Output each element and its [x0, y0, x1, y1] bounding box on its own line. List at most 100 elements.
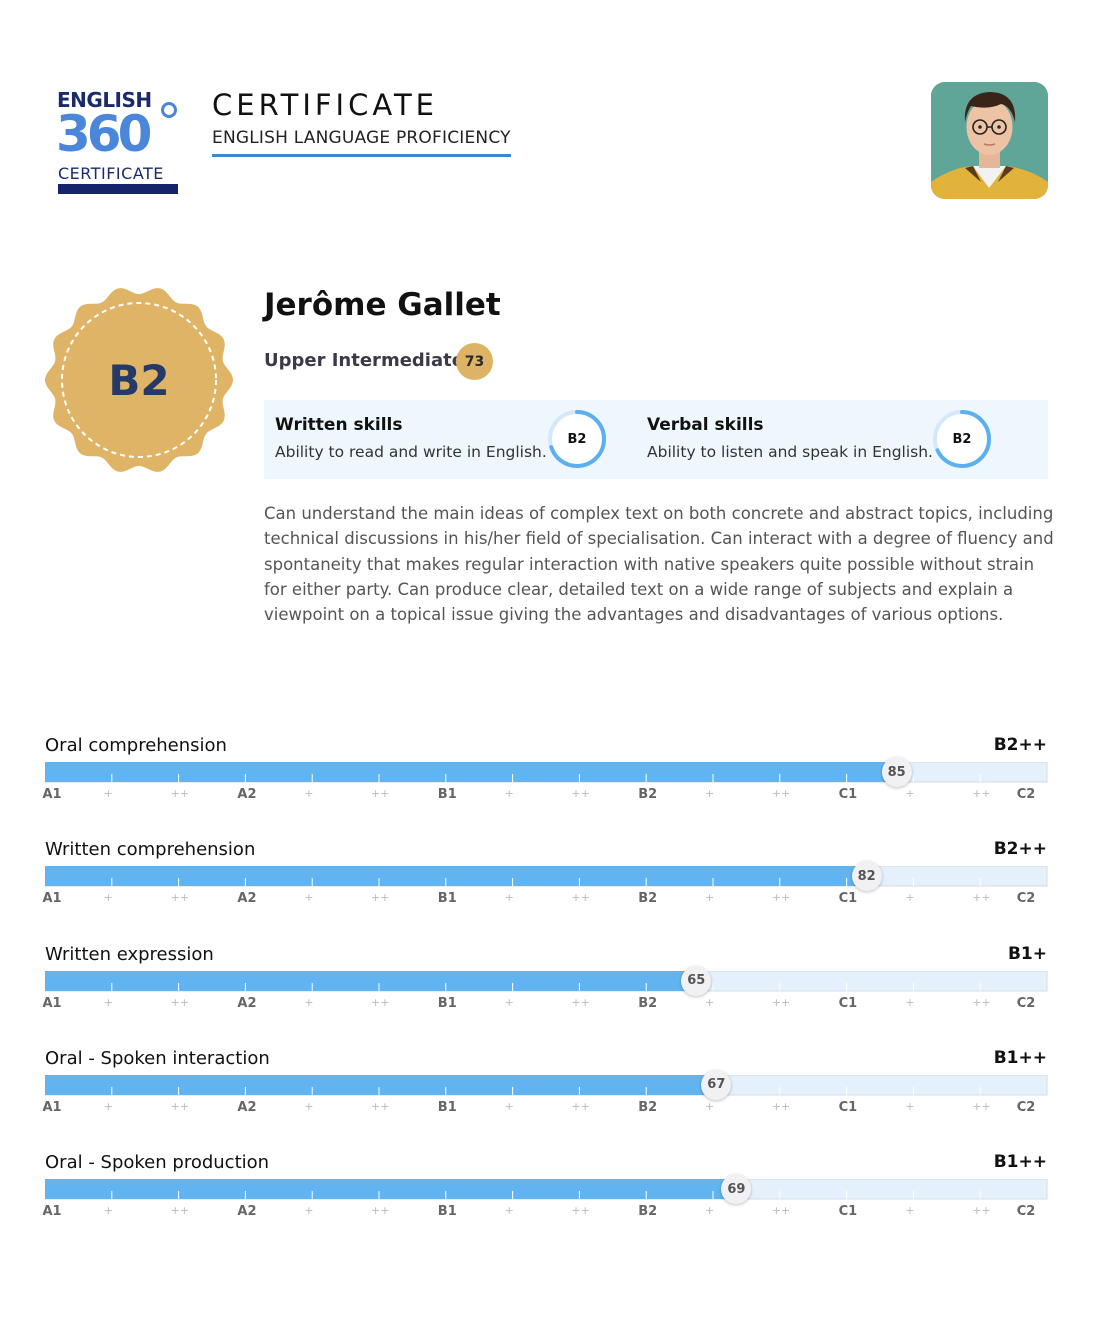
scale-level-label: A1 [42, 995, 62, 1011]
scale-plus-label: ++ [771, 787, 791, 800]
badge-seal-icon [45, 288, 233, 472]
bar-score-bubble: 67 [701, 1069, 732, 1100]
level-description: Can understand the main ideas of complex… [264, 504, 1054, 625]
scale-plus-label: ++ [972, 1204, 991, 1218]
candidate-name: Jerôme Gallet [264, 287, 501, 323]
verbal-skills-level: B2 [952, 431, 972, 447]
scale-plus-label: + [304, 787, 314, 800]
verbal-skills-description: Ability to listen and speak in English. [647, 443, 933, 461]
scale-level-label: B1 [437, 891, 457, 907]
scale-level-label: B2 [638, 1099, 658, 1115]
bar-title: Oral comprehension [45, 735, 227, 756]
scale-plus-label: ++ [170, 995, 190, 1009]
scale-level-label: C1 [838, 891, 858, 907]
scale-level-label: C2 [1016, 1099, 1036, 1115]
scale-plus-label: ++ [771, 891, 791, 905]
bar-track [45, 1074, 1048, 1096]
scale-plus-label: ++ [170, 1099, 190, 1113]
skills-panel: Written skills Ability to read and write… [264, 400, 1048, 479]
scale-plus-label: + [905, 787, 915, 800]
bar-fill [45, 970, 697, 991]
scale-level-label: B2 [638, 995, 658, 1011]
scale-plus-label: + [103, 787, 114, 800]
scale-level-label: C2 [1016, 891, 1036, 907]
scale-level-label: C1 [838, 787, 858, 802]
scale-plus-label: ++ [771, 1099, 791, 1113]
scale-plus-label: ++ [571, 891, 590, 905]
badge-level-code: B2 [108, 355, 170, 405]
scale-plus-label: + [504, 995, 514, 1009]
scale-level-label: A2 [237, 1099, 257, 1115]
scale-plus-label: + [304, 891, 314, 905]
scale-level-label: C2 [1016, 787, 1036, 802]
verbal-skills-ring: B2 [932, 409, 992, 469]
logo-line2: CERTIFICATE [58, 164, 164, 183]
scale-plus-label: + [304, 995, 314, 1009]
scale-plus-label: + [705, 1099, 715, 1113]
certificate-title: CERTIFICATE [212, 88, 438, 122]
scale-plus-label: ++ [771, 1204, 791, 1218]
certificate-subtitle: ENGLISH LANGUAGE PROFICIENCY [212, 128, 511, 148]
bar-title: Written comprehension [45, 839, 256, 861]
candidate-photo [931, 82, 1048, 199]
bar-track [45, 762, 1048, 783]
bar-level-label: B2++ [993, 839, 1047, 860]
scale-plus-label: + [103, 1204, 114, 1218]
scale-plus-label: + [103, 891, 114, 905]
scale-plus-label: ++ [371, 787, 390, 800]
scale-plus-label: ++ [371, 891, 390, 905]
scale-level-label: A2 [237, 891, 257, 907]
scale-plus-label: ++ [371, 1099, 390, 1113]
written-skills-title: Written skills [275, 415, 403, 435]
scale-level-label: A1 [42, 787, 62, 802]
scale-plus-label: ++ [571, 1099, 590, 1113]
scale-plus-label: + [304, 1204, 314, 1218]
bar-level-label: B1++ [993, 1152, 1047, 1173]
scale-plus-label: + [504, 1099, 514, 1113]
scale-level-label: B2 [638, 787, 658, 802]
bar-level-label: B2++ [993, 735, 1047, 755]
logo-ring-icon [161, 102, 177, 118]
scale-plus-label: ++ [571, 787, 590, 800]
scale-level-label: A2 [237, 1204, 257, 1220]
scale-plus-label: + [705, 787, 715, 800]
scale-plus-label: + [705, 1204, 715, 1218]
scale-level-label: A1 [42, 891, 62, 907]
logo-number: 360 [56, 105, 152, 163]
bar-fill [45, 762, 897, 782]
overall-score-badge: 73 [456, 343, 493, 380]
bar-title: Oral - Spoken production [45, 1152, 270, 1174]
logo-bar [58, 184, 178, 194]
verbal-skills-title: Verbal skills [647, 415, 764, 435]
written-skills-level: B2 [567, 431, 587, 447]
scale-plus-label: ++ [972, 1099, 991, 1113]
written-skills-ring: B2 [547, 409, 607, 469]
scale-level-label: A1 [42, 1204, 62, 1220]
bar-fill [45, 866, 867, 887]
logo-line1: ENGLISH [57, 88, 152, 112]
bar-score-bubble: 69 [721, 1174, 752, 1205]
scale-plus-label: + [103, 995, 114, 1009]
scale-plus-label: ++ [571, 1204, 590, 1218]
scale-level-label: C1 [838, 1204, 858, 1220]
scale-level-label: C1 [838, 995, 858, 1011]
scale-plus-label: + [103, 1099, 114, 1113]
bar-level-label: B1++ [993, 1047, 1047, 1068]
scale-level-label: B1 [437, 787, 457, 802]
scale-plus-label: + [304, 1099, 314, 1113]
scale-level-label: C2 [1016, 1204, 1036, 1220]
scale-plus-label: ++ [371, 995, 390, 1009]
scale-plus-label: ++ [972, 891, 991, 905]
scale-level-label: B1 [437, 1099, 457, 1115]
written-skills-description: Ability to read and write in English. [275, 443, 547, 461]
level-badge [44, 285, 234, 475]
scale-plus-label: ++ [972, 995, 991, 1009]
scale-plus-label: + [905, 995, 915, 1009]
scale-plus-label: + [504, 787, 514, 800]
scale-level-label: C2 [1016, 995, 1036, 1011]
scale-level-label: B2 [638, 1204, 658, 1220]
scale-plus-label: ++ [571, 995, 590, 1009]
bar-score-bubble: 85 [881, 757, 912, 787]
scale-plus-label: ++ [170, 787, 190, 800]
scale-plus-label: ++ [972, 787, 991, 800]
